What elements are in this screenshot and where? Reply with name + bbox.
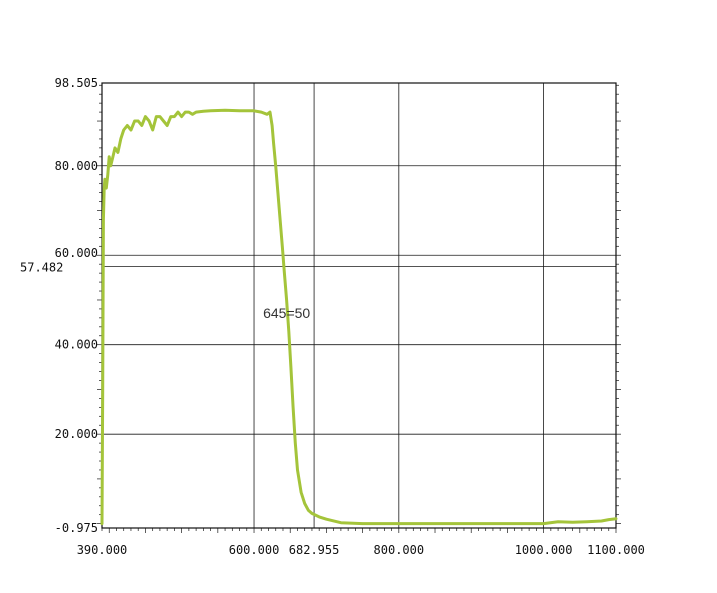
y-tick-label: 40.000 (55, 338, 98, 352)
series-layer (100, 108, 618, 526)
y-tick-label: 80.000 (55, 159, 98, 173)
x-tick-label: 1000.000 (515, 543, 573, 557)
annotation-label: 645=50 (263, 305, 310, 321)
x-tick-label: 390.000 (77, 543, 128, 557)
grid (102, 83, 616, 528)
x-tick-label: 600.000 (229, 543, 280, 557)
plot-frame (101, 82, 617, 529)
x-tick-label: 800.000 (374, 543, 425, 557)
y-tick-label: 20.000 (55, 427, 98, 441)
y-tick-label: -0.975 (55, 521, 98, 535)
y-tick-label: 57.482 (20, 261, 63, 275)
y-tick-label: 98.505 (55, 76, 98, 90)
y-tick-label: 60.000 (55, 246, 98, 260)
x-tick-label: 682.955 (289, 543, 340, 557)
tick-labels: 390.000 600.000 682.955 800.000 1000.000 1100… (20, 76, 645, 557)
axes (97, 82, 621, 533)
series-line (100, 108, 618, 526)
x-tick-label: 1100.000 (587, 543, 645, 557)
